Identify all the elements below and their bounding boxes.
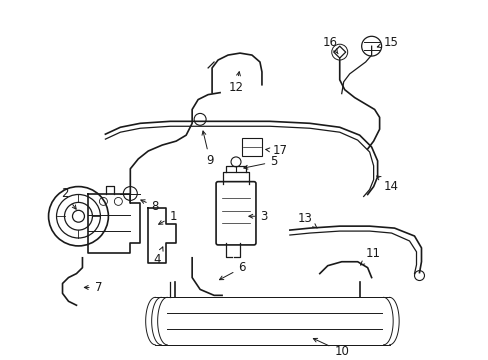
- Text: 8: 8: [141, 200, 159, 213]
- Text: 6: 6: [219, 261, 245, 280]
- Text: 2: 2: [61, 187, 76, 209]
- Text: 13: 13: [297, 212, 317, 228]
- Text: 3: 3: [248, 210, 267, 223]
- Text: 15: 15: [377, 36, 398, 49]
- Text: 7: 7: [84, 281, 102, 294]
- Text: 14: 14: [376, 176, 398, 193]
- Text: 1: 1: [158, 210, 177, 224]
- Text: 10: 10: [313, 338, 348, 358]
- Text: 11: 11: [360, 247, 380, 265]
- Text: 12: 12: [228, 72, 243, 94]
- Text: 5: 5: [244, 156, 277, 169]
- Text: 17: 17: [265, 144, 287, 157]
- Text: 16: 16: [322, 36, 337, 54]
- Text: 4: 4: [153, 247, 163, 266]
- Text: 9: 9: [202, 131, 213, 167]
